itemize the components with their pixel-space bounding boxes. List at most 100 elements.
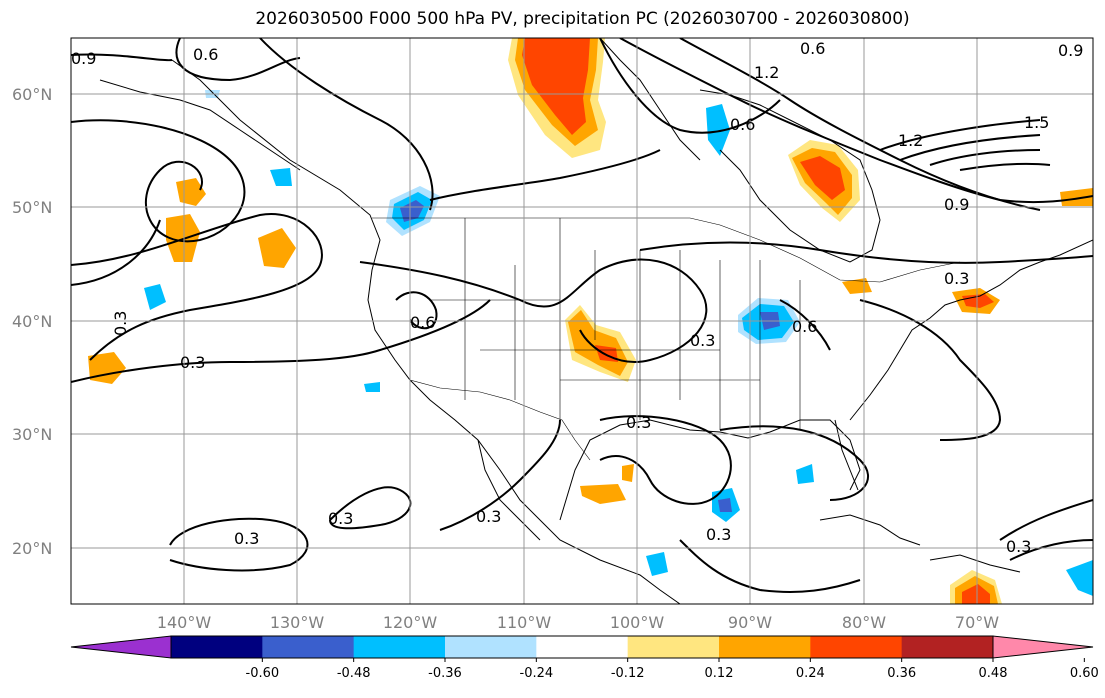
state-lines-1 xyxy=(430,218,801,430)
colorbar-segment xyxy=(627,636,720,658)
lon-label-140w: 140°W xyxy=(157,613,212,632)
contour-label: 0.3 xyxy=(690,331,715,350)
pv-contour-1.5 xyxy=(879,119,1041,151)
contour-label: 0.3 xyxy=(111,311,130,336)
pv-contour-0.3 xyxy=(71,219,161,286)
border-us-mexico xyxy=(409,379,591,461)
contour-label: 1.2 xyxy=(898,131,923,150)
coastline-alaska xyxy=(99,79,301,171)
pv-contour-0.3 xyxy=(639,241,1093,264)
lon-label-90w: 90°W xyxy=(728,613,772,632)
contour-label: 1.2 xyxy=(754,63,779,82)
pv-contour-0.3 xyxy=(395,291,438,330)
contour-label: 0.3 xyxy=(626,413,651,432)
contour-label: 0.6 xyxy=(792,317,817,336)
pv-contour-3 xyxy=(959,162,1051,171)
precip-negative-area xyxy=(270,168,292,186)
colorbar-segment xyxy=(719,636,811,658)
colorbar-extend-max xyxy=(992,635,1094,659)
colorbar-tick-label: -0.24 xyxy=(520,666,554,681)
colorbar-tick-label: -0.48 xyxy=(337,666,371,681)
coastline-caribbean xyxy=(929,554,1021,573)
pv-contour-0.3 xyxy=(859,299,1002,441)
lon-label-130w: 130°W xyxy=(270,613,325,632)
colorbar-tick-label: 0.24 xyxy=(796,666,825,681)
pv-contour-0.3 xyxy=(999,499,1093,541)
precip-negative-area xyxy=(646,552,668,576)
lon-label-110w: 110°W xyxy=(497,613,552,632)
colorbar-tick-label: -0.12 xyxy=(611,666,645,681)
pv-contour-2 xyxy=(899,134,1041,161)
colorbar-segment xyxy=(262,636,355,658)
contour-label: 0.6 xyxy=(730,115,755,134)
pv-contour-0.6 xyxy=(259,38,434,211)
colorbar-extend-min xyxy=(70,635,172,659)
pv-contour-0.3 xyxy=(439,419,561,531)
precip-positive-area xyxy=(258,228,296,268)
colorbar-tick-label: 0.36 xyxy=(887,666,916,681)
pv-contour-0.3 xyxy=(599,415,732,505)
colorbar-tick-label: 0.60 xyxy=(1070,666,1099,681)
contour-label: 0.6 xyxy=(193,45,218,64)
contour-label: 0.9 xyxy=(944,195,969,214)
precip-negative-area xyxy=(796,464,814,484)
precip-negative-area xyxy=(718,498,732,512)
pv-contour-1.2 xyxy=(619,38,1093,204)
precip-positive-area xyxy=(800,156,845,200)
contour-label: 0.3 xyxy=(476,507,501,526)
lat-label-20n: 20°N xyxy=(12,539,52,558)
colorbar: -0.60 -0.48 -0.36 -0.24 -0.12 0.12 0.24 0.36 0.4… xyxy=(70,635,1099,681)
precip-shading xyxy=(88,38,1093,604)
contour-label: 0.6 xyxy=(410,313,435,332)
contour-label: 0.9 xyxy=(1058,41,1083,60)
colorbar-tick-label: 0.12 xyxy=(705,666,734,681)
border-us-canada xyxy=(372,217,961,283)
precip-positive-area xyxy=(166,214,200,262)
contour-label: 0.3 xyxy=(328,509,353,528)
pv-contour-0.9 xyxy=(679,38,1041,211)
pv-contour-0.3 xyxy=(169,517,309,572)
colorbar-tick-label: -0.36 xyxy=(428,666,462,681)
colorbar-segment xyxy=(810,636,903,658)
contour-label: 0.3 xyxy=(234,529,259,548)
graticule xyxy=(71,38,1093,604)
pv-contour-0.6 xyxy=(599,38,781,134)
precip-negative-area xyxy=(400,200,424,222)
colorbar-outline xyxy=(170,635,994,659)
coastline-mexico-pac xyxy=(477,439,541,541)
precip-negative-area xyxy=(1066,560,1093,596)
precip-positive-area xyxy=(622,464,634,482)
pv-contour-0.3 xyxy=(679,539,861,593)
lat-label-40n: 40°N xyxy=(12,312,52,331)
political-borders xyxy=(372,217,961,461)
contour-label: 0.3 xyxy=(706,525,731,544)
pv-contour-0.3 xyxy=(359,258,708,363)
coastline-cuba xyxy=(819,514,921,546)
longitude-labels: 140°W 130°W 120°W 110°W 100°W 90°W 80°W … xyxy=(157,613,999,632)
precip-positive-area xyxy=(1060,188,1093,206)
pv-contour-0.3 xyxy=(1009,539,1093,561)
coastline-north xyxy=(599,38,701,161)
map-title: 2026030500 F000 500 hPa PV, precipitatio… xyxy=(255,9,910,29)
precip-positive-area xyxy=(580,484,626,504)
pv-contour-0.3 xyxy=(429,149,661,201)
lon-label-120w: 120°W xyxy=(383,613,438,632)
colorbar-tick-label: 0.48 xyxy=(979,666,1008,681)
contour-label: 0.6 xyxy=(800,39,825,58)
map-frame xyxy=(70,37,1094,605)
contour-label: 0.3 xyxy=(944,269,969,288)
pv-contour-0.3 xyxy=(71,299,491,383)
lat-label-60n: 60°N xyxy=(12,85,52,104)
precip-positive-area xyxy=(522,38,590,135)
contour-label: 0.3 xyxy=(1006,537,1031,556)
lon-label-80w: 80°W xyxy=(842,613,886,632)
colorbar-segment xyxy=(171,636,263,658)
precip-negative-area xyxy=(364,382,380,392)
colorbar-tick-label: -0.60 xyxy=(246,666,280,681)
colorbar-segment xyxy=(445,636,537,658)
coastline-florida xyxy=(834,419,859,491)
precip-negative-area xyxy=(144,284,166,310)
colorbar-segment xyxy=(353,636,446,658)
colorbar-segment xyxy=(536,636,629,658)
